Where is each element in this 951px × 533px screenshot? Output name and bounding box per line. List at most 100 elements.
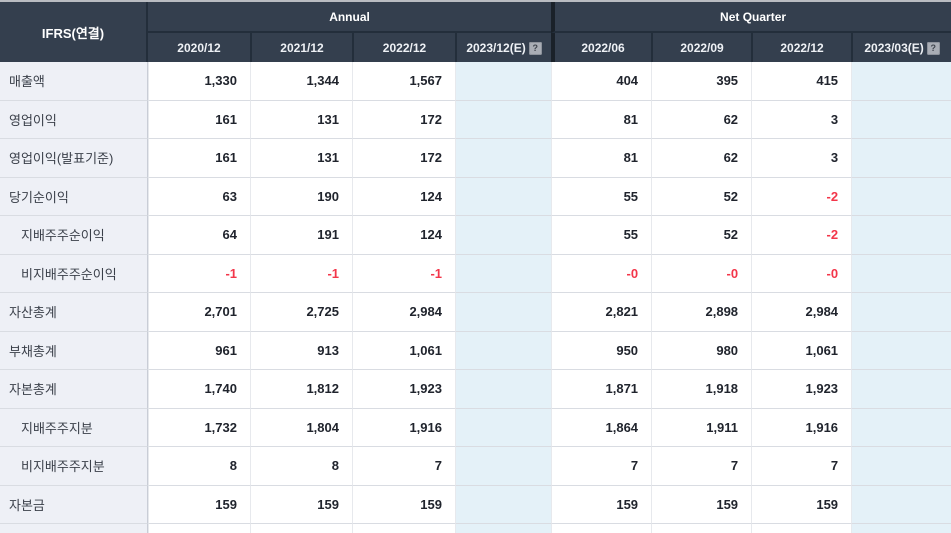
value-cell: 1,864: [551, 408, 652, 447]
value-cell: 55: [551, 177, 652, 216]
value-cell: 1,911: [651, 408, 752, 447]
column-header-label: 2023/12(E): [466, 40, 526, 55]
table-row: 지배주주지분 1,732 1,804 1,916 1,864 1,911 1,916: [0, 408, 951, 447]
corner-header-ifrs: IFRS(연결): [0, 2, 148, 62]
table-row: 매출액 1,330 1,344 1,567 404 395 415: [0, 62, 951, 101]
value-cell: [250, 524, 352, 533]
row-label: 매출액: [0, 62, 148, 101]
value-cell: [352, 524, 455, 533]
value-cell: 2,898: [651, 293, 752, 332]
value-cell: 1,061: [352, 331, 455, 370]
column-header-label: 2022/12: [382, 40, 427, 55]
value-cell: [455, 293, 552, 332]
header-period-row: 2020/12 2021/12 2022/12 2023/12(E)? 2022/06 2…: [0, 33, 951, 62]
value-cell: [851, 254, 951, 293]
row-label: 지배주주지분: [0, 408, 148, 447]
value-cell: -0: [551, 254, 652, 293]
value-cell: 961: [148, 331, 250, 370]
value-cell: -1: [352, 254, 455, 293]
table-row: 자본금 159 159 159 159 159 159: [0, 485, 951, 524]
value-cell: 159: [651, 485, 752, 524]
value-cell: [751, 524, 852, 533]
value-cell: 64: [148, 216, 250, 255]
estimate-help-icon[interactable]: ?: [926, 41, 940, 55]
value-cell: 950: [551, 331, 652, 370]
value-cell: 159: [250, 485, 352, 524]
column-header-label: 2021/12: [280, 40, 324, 55]
value-cell: [455, 331, 552, 370]
value-cell: 1,923: [751, 370, 852, 409]
value-cell: 1,804: [250, 408, 352, 447]
value-cell: [851, 177, 951, 216]
row-label: 영업이익: [0, 100, 148, 139]
value-cell: [851, 524, 951, 533]
value-cell: [651, 524, 752, 533]
value-cell: 7: [352, 447, 455, 486]
value-cell: -0: [751, 254, 852, 293]
value-cell: 55: [551, 216, 652, 255]
value-cell: -2: [751, 177, 852, 216]
value-cell: 1,812: [250, 370, 352, 409]
column-header-label: 2022/06: [581, 40, 625, 55]
column-header-2023-03-e-: 2023/03(E)?: [851, 33, 951, 62]
column-header-label: 2022/12: [780, 40, 824, 55]
row-label: 영업이익(발표기준): [0, 139, 148, 178]
value-cell: 159: [551, 485, 652, 524]
row-label: [0, 524, 148, 533]
value-cell: 1,567: [352, 62, 455, 101]
value-cell: [851, 408, 951, 447]
table-row: 비지배주주순이익 -1 -1 -1 -0 -0 -0: [0, 254, 951, 293]
value-cell: 2,701: [148, 293, 250, 332]
table-row: 영업이익(발표기준) 161 131 172 81 62 3: [0, 139, 951, 178]
column-header-label: 2022/09: [680, 40, 724, 55]
column-header-2022-12: 2022/12: [751, 33, 852, 62]
column-header-label: 2020/12: [177, 40, 221, 55]
value-cell: 404: [551, 62, 652, 101]
row-label: 비지배주주순이익: [0, 254, 148, 293]
row-label: 부채총계: [0, 331, 148, 370]
value-cell: 3: [751, 139, 852, 178]
value-cell: [851, 331, 951, 370]
value-cell: 1,740: [148, 370, 250, 409]
row-label: 비지배주주지분: [0, 447, 148, 486]
value-cell: [455, 177, 552, 216]
column-header-label: 2023/03(E): [864, 40, 924, 55]
value-cell: 172: [352, 100, 455, 139]
value-cell: [851, 447, 951, 486]
value-cell: 1,732: [148, 408, 250, 447]
header-group-row: IFRS(연결) Annual Net Quarter: [0, 2, 951, 62]
table-row: 자본총계 1,740 1,812 1,923 1,871 1,918 1,923: [0, 370, 951, 409]
value-cell: 980: [651, 331, 752, 370]
table-row: 당기순이익 63 190 124 55 52 -2: [0, 177, 951, 216]
column-header-2020-12: 2020/12: [148, 33, 250, 62]
table-row: 비지배주주지분 8 8 7 7 7 7: [0, 447, 951, 486]
value-cell: 2,725: [250, 293, 352, 332]
value-cell: 159: [352, 485, 455, 524]
row-label: 지배주주순이익: [0, 216, 148, 255]
value-cell: 2,984: [352, 293, 455, 332]
value-cell: [851, 62, 951, 101]
value-cell: -2: [751, 216, 852, 255]
value-cell: [851, 293, 951, 332]
value-cell: -0: [651, 254, 752, 293]
value-cell: 124: [352, 216, 455, 255]
value-cell: [455, 408, 552, 447]
value-cell: 190: [250, 177, 352, 216]
value-cell: [455, 100, 552, 139]
column-header-2023-12-e-: 2023/12(E)?: [455, 33, 552, 62]
value-cell: [851, 100, 951, 139]
column-header-2022-12: 2022/12: [352, 33, 455, 62]
value-cell: 1,923: [352, 370, 455, 409]
value-cell: 2,984: [751, 293, 852, 332]
value-cell: 3: [751, 100, 852, 139]
value-cell: 172: [352, 139, 455, 178]
value-cell: 131: [250, 100, 352, 139]
value-cell: [851, 485, 951, 524]
estimate-help-icon[interactable]: ?: [528, 41, 542, 55]
row-label: 자산총계: [0, 293, 148, 332]
value-cell: [455, 139, 552, 178]
value-cell: [851, 370, 951, 409]
value-cell: [455, 62, 552, 101]
